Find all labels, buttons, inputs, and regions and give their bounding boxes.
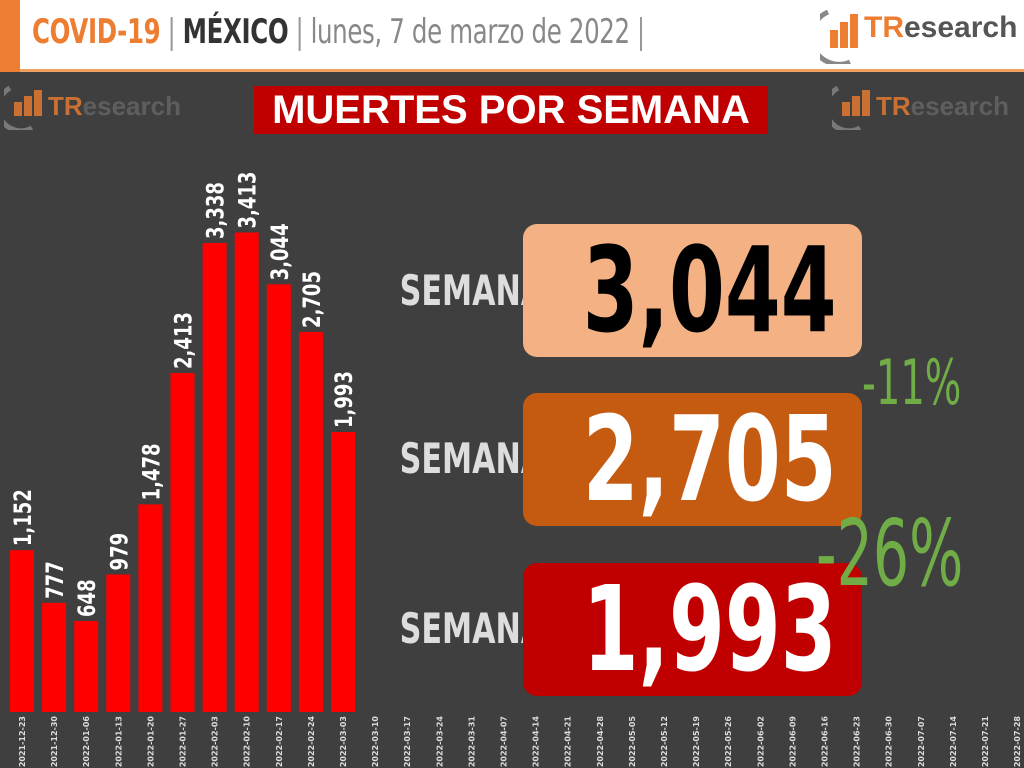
data-label: 777 [42, 561, 70, 599]
data-label: 979 [106, 533, 134, 571]
data-label: 2,413 [170, 312, 198, 369]
x-tick-label: 2021-12-30 [50, 716, 59, 768]
header-title: COVID-19 | MÉXICO | lunes, 7 de marzo de 202… [32, 12, 645, 52]
bar [266, 284, 291, 712]
x-tick-label: 2022-01-27 [179, 716, 188, 767]
week-7-label: SEMANA 7 [399, 266, 576, 315]
x-tick-label: 2022-01-06 [82, 716, 91, 768]
data-label: 2,705 [298, 271, 326, 328]
x-tick-label: 2022-01-20 [146, 716, 155, 768]
data-label: 3,338 [202, 182, 230, 239]
x-tick-label: 2022-03-31 [467, 716, 476, 768]
accent-stripe [0, 0, 20, 72]
x-tick-label: 2022-04-14 [532, 716, 541, 768]
x-tick-label: 2022-06-09 [788, 716, 797, 768]
data-label: 1,478 [138, 443, 166, 500]
logo-rest: esearch [904, 11, 1018, 44]
logo-tr: TR [48, 90, 83, 121]
x-tick-label: 2022-05-19 [692, 716, 701, 768]
logo-rest: esearch [82, 90, 181, 121]
week-7-box: 3,044 [523, 224, 862, 357]
bar [10, 550, 34, 712]
bar [202, 243, 227, 713]
x-tick-label: 2022-06-23 [853, 716, 862, 767]
logo-tr: TR [864, 11, 904, 44]
x-tick-label: 2021-12-23 [18, 716, 27, 767]
topic: COVID-19 [32, 12, 161, 52]
x-tick-label: 2022-07-14 [949, 716, 958, 768]
x-tick-label: 2022-03-10 [371, 716, 380, 768]
x-tick-label: 2022-05-26 [724, 716, 733, 768]
logo-tr: TR [876, 90, 911, 121]
bar [42, 602, 67, 712]
x-tick-label: 2022-04-28 [596, 716, 605, 768]
bar [170, 372, 195, 712]
data-label: 1,152 [10, 489, 38, 546]
x-tick-label: 2022-06-02 [756, 716, 765, 767]
week-8-value: 2,705 [582, 390, 837, 528]
x-tick-label: 2022-02-24 [307, 716, 316, 768]
x-tick-label: 2022-04-21 [564, 716, 573, 768]
change-7-to-8: -11% [862, 346, 962, 419]
chart-title: MUERTES POR SEMANA [254, 86, 768, 134]
week-9-box: 1,993 [523, 563, 862, 696]
change-8-to-9: -26% [816, 500, 964, 607]
x-tick-label: 2022-01-13 [114, 716, 123, 767]
data-label: 1,993 [331, 371, 359, 428]
week-7-value: 3,044 [582, 221, 837, 359]
bar [331, 431, 355, 712]
data-label: 648 [74, 579, 102, 617]
x-tick-label: 2022-06-30 [885, 716, 894, 768]
x-tick-label: 2022-06-16 [821, 716, 830, 768]
x-tick-label: 2022-07-07 [917, 716, 926, 767]
x-tick-label: 2022-02-03 [211, 716, 220, 767]
x-tick-label: 2022-05-12 [660, 716, 669, 767]
logo-header: TR esearch [809, 8, 1018, 67]
x-tick-label: 2022-03-17 [403, 716, 412, 767]
x-tick-label: 2022-03-24 [435, 716, 444, 768]
bar [138, 504, 163, 712]
bar [74, 620, 99, 712]
x-tick-label: 2022-07-28 [1013, 716, 1022, 768]
x-tick-label: 2022-05-05 [628, 716, 637, 768]
country: MÉXICO [182, 12, 289, 52]
week-9-value: 1,993 [582, 560, 837, 698]
logo-watermark-right: TR esearch [823, 85, 1009, 134]
date: lunes, 7 de marzo de 2022 [310, 12, 631, 52]
bar [106, 574, 131, 712]
bar [298, 331, 323, 712]
week-8-box: 2,705 [523, 393, 862, 526]
week-8-label: SEMANA 8 [399, 434, 576, 483]
week-9-label: SEMANA 9 [399, 604, 576, 653]
logo-rest: esearch [910, 90, 1009, 121]
x-tick-label: 2022-02-17 [275, 716, 284, 767]
x-tick-label: 2022-04-07 [500, 716, 509, 767]
x-tick-label: 2022-02-10 [243, 716, 252, 768]
bar [234, 232, 259, 712]
x-tick-label: 2022-03-03 [339, 716, 348, 767]
data-label: 3,413 [234, 172, 262, 229]
x-tick-label: 2022-07-21 [981, 716, 990, 768]
data-label: 3,044 [266, 223, 294, 280]
